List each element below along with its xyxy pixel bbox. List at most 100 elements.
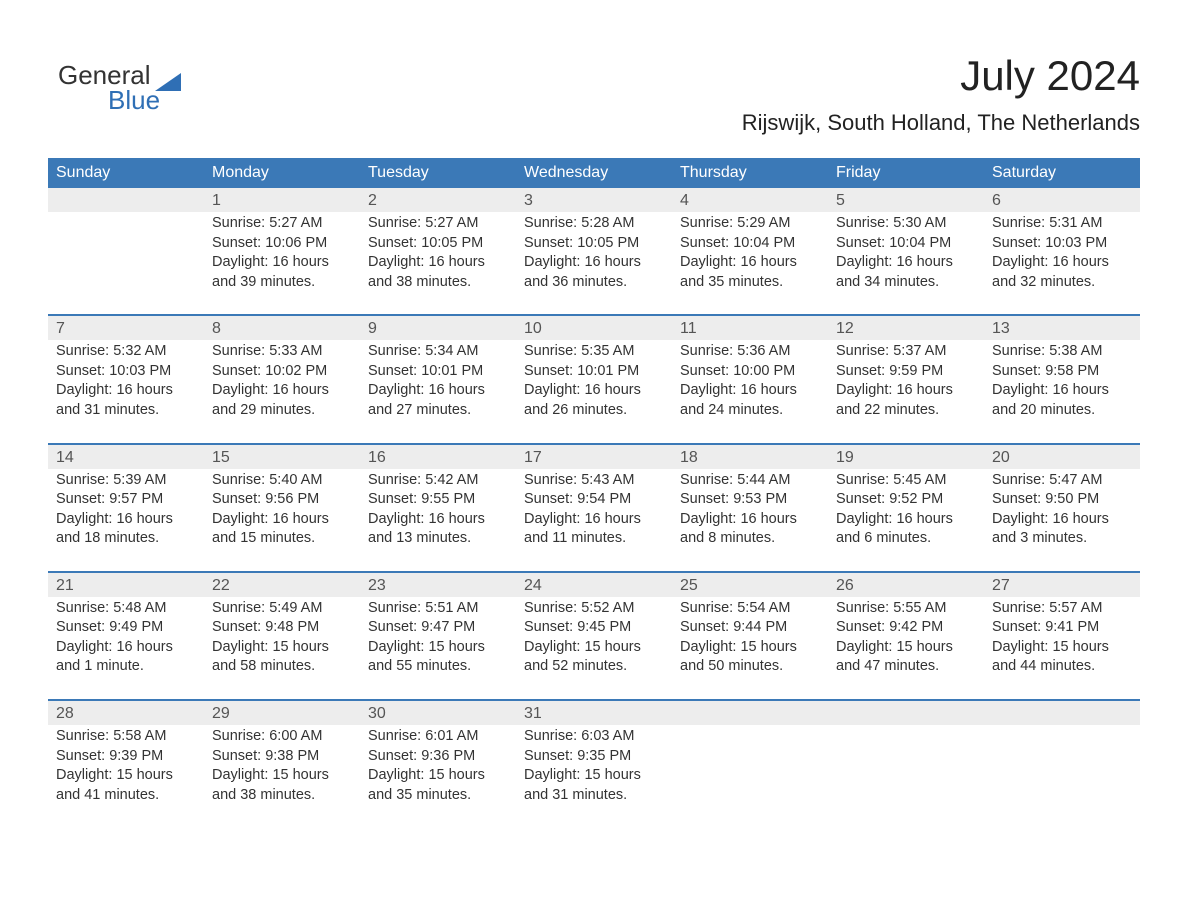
sunset-text: Sunset: 9:41 PM — [992, 618, 1132, 638]
sunset-text: Sunset: 9:59 PM — [836, 362, 976, 382]
sunrise-text: Sunrise: 5:33 AM — [212, 342, 352, 362]
daylight-text: and 44 minutes. — [992, 657, 1132, 677]
daylight-text: and 20 minutes. — [992, 401, 1132, 421]
day-detail-cell: Sunrise: 5:47 AMSunset: 9:50 PMDaylight:… — [984, 469, 1140, 572]
daylight-text: Daylight: 16 hours — [368, 253, 508, 273]
daylight-text: and 11 minutes. — [524, 529, 664, 549]
sunset-text: Sunset: 9:57 PM — [56, 490, 196, 510]
sunset-text: Sunset: 9:38 PM — [212, 747, 352, 767]
day-detail-row: Sunrise: 5:48 AMSunset: 9:49 PMDaylight:… — [48, 597, 1140, 700]
sunrise-text: Sunrise: 5:55 AM — [836, 599, 976, 619]
daylight-text: Daylight: 16 hours — [56, 510, 196, 530]
day-number-cell: 16 — [360, 445, 516, 469]
day-number-cell: 11 — [672, 316, 828, 340]
day-detail-row: Sunrise: 5:27 AMSunset: 10:06 PMDaylight… — [48, 212, 1140, 315]
sunset-text: Sunset: 9:54 PM — [524, 490, 664, 510]
day-number-cell: 1 — [204, 188, 360, 212]
sunrise-text: Sunrise: 5:43 AM — [524, 471, 664, 491]
day-detail-cell: Sunrise: 5:28 AMSunset: 10:05 PMDaylight… — [516, 212, 672, 315]
sunrise-text: Sunrise: 5:28 AM — [524, 214, 664, 234]
sunrise-text: Sunrise: 6:00 AM — [212, 727, 352, 747]
daylight-text: Daylight: 16 hours — [992, 381, 1132, 401]
daylight-text: and 32 minutes. — [992, 273, 1132, 293]
location-label: Rijswijk, South Holland, The Netherlands — [742, 110, 1140, 136]
sunset-text: Sunset: 9:49 PM — [56, 618, 196, 638]
daylight-text: and 38 minutes. — [212, 786, 352, 806]
day-number-cell: 5 — [828, 188, 984, 212]
day-detail-cell: Sunrise: 5:55 AMSunset: 9:42 PMDaylight:… — [828, 597, 984, 700]
day-header-cell: Sunday — [48, 158, 204, 188]
daylight-text: Daylight: 16 hours — [524, 510, 664, 530]
sunset-text: Sunset: 10:05 PM — [368, 234, 508, 254]
page-header: General Blue July 2024 Rijswijk, South H… — [48, 40, 1140, 140]
day-number-cell: 8 — [204, 316, 360, 340]
sunrise-text: Sunrise: 5:38 AM — [992, 342, 1132, 362]
day-detail-cell — [672, 725, 828, 827]
title-block: July 2024 Rijswijk, South Holland, The N… — [742, 52, 1140, 136]
day-detail-cell: Sunrise: 5:33 AMSunset: 10:02 PMDaylight… — [204, 340, 360, 443]
daylight-text: Daylight: 16 hours — [524, 381, 664, 401]
sunrise-text: Sunrise: 5:52 AM — [524, 599, 664, 619]
daylight-text: and 1 minute. — [56, 657, 196, 677]
sunset-text: Sunset: 10:03 PM — [56, 362, 196, 382]
day-number-cell: 20 — [984, 445, 1140, 469]
day-detail-cell: Sunrise: 5:31 AMSunset: 10:03 PMDaylight… — [984, 212, 1140, 315]
daylight-text: and 55 minutes. — [368, 657, 508, 677]
day-number-cell: 4 — [672, 188, 828, 212]
day-detail-cell: Sunrise: 5:52 AMSunset: 9:45 PMDaylight:… — [516, 597, 672, 700]
brand-word2: Blue — [108, 85, 160, 115]
day-header-cell: Saturday — [984, 158, 1140, 188]
daylight-text: and 38 minutes. — [368, 273, 508, 293]
day-detail-cell: Sunrise: 5:45 AMSunset: 9:52 PMDaylight:… — [828, 469, 984, 572]
day-header-cell: Wednesday — [516, 158, 672, 188]
day-detail-cell — [48, 212, 204, 315]
day-detail-cell: Sunrise: 5:36 AMSunset: 10:00 PMDaylight… — [672, 340, 828, 443]
daylight-text: Daylight: 16 hours — [212, 253, 352, 273]
day-number-row: 21222324252627 — [48, 573, 1140, 597]
sunrise-text: Sunrise: 5:27 AM — [212, 214, 352, 234]
daylight-text: and 50 minutes. — [680, 657, 820, 677]
day-number-cell: 17 — [516, 445, 672, 469]
sunrise-text: Sunrise: 5:32 AM — [56, 342, 196, 362]
sunrise-text: Sunrise: 5:37 AM — [836, 342, 976, 362]
day-detail-cell: Sunrise: 6:00 AMSunset: 9:38 PMDaylight:… — [204, 725, 360, 827]
day-detail-row: Sunrise: 5:58 AMSunset: 9:39 PMDaylight:… — [48, 725, 1140, 827]
sunrise-text: Sunrise: 5:31 AM — [992, 214, 1132, 234]
sunrise-text: Sunrise: 5:39 AM — [56, 471, 196, 491]
daylight-text: Daylight: 16 hours — [992, 253, 1132, 273]
day-number-row: 28293031 — [48, 701, 1140, 725]
daylight-text: Daylight: 16 hours — [836, 510, 976, 530]
day-detail-cell: Sunrise: 5:57 AMSunset: 9:41 PMDaylight:… — [984, 597, 1140, 700]
sunset-text: Sunset: 9:52 PM — [836, 490, 976, 510]
day-detail-cell: Sunrise: 5:39 AMSunset: 9:57 PMDaylight:… — [48, 469, 204, 572]
day-number-cell: 19 — [828, 445, 984, 469]
daylight-text: Daylight: 16 hours — [524, 253, 664, 273]
day-number-cell: 24 — [516, 573, 672, 597]
daylight-text: and 47 minutes. — [836, 657, 976, 677]
daylight-text: and 13 minutes. — [368, 529, 508, 549]
day-number-cell: 22 — [204, 573, 360, 597]
sunrise-text: Sunrise: 5:35 AM — [524, 342, 664, 362]
daylight-text: and 34 minutes. — [836, 273, 976, 293]
day-number-cell: 27 — [984, 573, 1140, 597]
sunset-text: Sunset: 9:47 PM — [368, 618, 508, 638]
sunrise-text: Sunrise: 5:48 AM — [56, 599, 196, 619]
day-detail-cell: Sunrise: 5:34 AMSunset: 10:01 PMDaylight… — [360, 340, 516, 443]
day-number-row: 14151617181920 — [48, 445, 1140, 469]
day-number-cell: 28 — [48, 701, 204, 725]
sunrise-text: Sunrise: 5:44 AM — [680, 471, 820, 491]
sunrise-text: Sunrise: 5:36 AM — [680, 342, 820, 362]
sunrise-text: Sunrise: 5:30 AM — [836, 214, 976, 234]
daylight-text: Daylight: 16 hours — [992, 510, 1132, 530]
sunset-text: Sunset: 10:03 PM — [992, 234, 1132, 254]
day-detail-cell: Sunrise: 5:54 AMSunset: 9:44 PMDaylight:… — [672, 597, 828, 700]
sunset-text: Sunset: 9:45 PM — [524, 618, 664, 638]
day-number-cell: 18 — [672, 445, 828, 469]
day-number-cell: 15 — [204, 445, 360, 469]
sunset-text: Sunset: 9:44 PM — [680, 618, 820, 638]
day-detail-cell: Sunrise: 5:40 AMSunset: 9:56 PMDaylight:… — [204, 469, 360, 572]
day-number-cell: 14 — [48, 445, 204, 469]
day-number-cell: 6 — [984, 188, 1140, 212]
day-detail-cell: Sunrise: 6:01 AMSunset: 9:36 PMDaylight:… — [360, 725, 516, 827]
daylight-text: and 18 minutes. — [56, 529, 196, 549]
